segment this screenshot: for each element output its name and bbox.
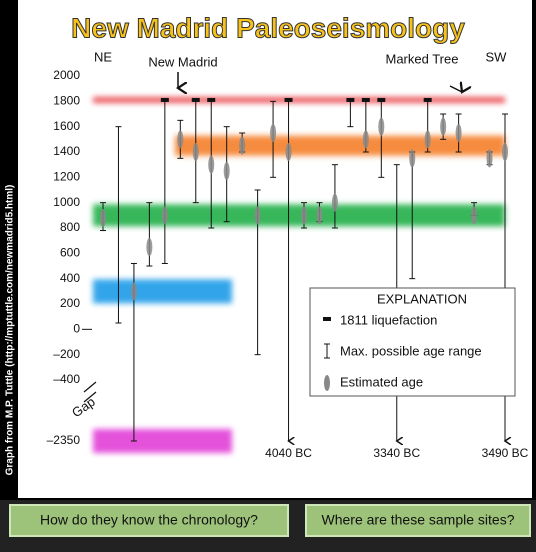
estimated-age <box>146 238 153 256</box>
liquefaction-marker <box>191 97 200 102</box>
y-tick-label: 1400 <box>53 144 80 158</box>
estimated-age <box>177 130 184 149</box>
liquefaction-marker <box>160 97 169 102</box>
y-tick-label: 1800 <box>53 94 80 108</box>
estimated-age <box>285 143 292 161</box>
range-label: 3490 BC <box>482 446 529 460</box>
y-tick-label: –400 <box>53 372 80 386</box>
event-band <box>175 135 505 156</box>
estimated-age <box>331 193 338 212</box>
y-tick-label: 1000 <box>53 195 80 209</box>
range-label: 3340 BC <box>373 446 420 460</box>
estimated-age <box>316 206 323 225</box>
estimated-age <box>161 206 168 225</box>
legend-box <box>309 287 516 397</box>
event-band <box>93 204 505 227</box>
annotation: Marked Tree <box>386 51 459 66</box>
estimated-age <box>502 143 508 161</box>
estimated-age <box>378 117 385 136</box>
event-band <box>93 279 232 304</box>
estimated-age <box>362 130 369 149</box>
estimated-age <box>424 130 431 149</box>
estimated-age <box>440 117 447 136</box>
legend-title: EXPLANATION <box>377 291 467 306</box>
event-band <box>93 96 505 103</box>
estimated-age <box>239 136 246 155</box>
liquefaction-marker <box>207 97 216 102</box>
legend-item: 1811 liquefaction <box>340 312 437 327</box>
legend-swatch <box>323 317 331 321</box>
legend-item: Max. possible age range <box>340 343 482 358</box>
y-tick-label: 400 <box>60 271 80 285</box>
liquefaction-marker <box>346 97 355 102</box>
credit: Graph from M.P. Tuttle (http://mptuttle.… <box>5 185 16 476</box>
button-label[interactable]: Where are these sample sites? <box>322 512 515 528</box>
button[interactable]: How do they know the chronology? <box>9 504 289 537</box>
legend-swatch <box>324 375 330 391</box>
y-tick-label: 1200 <box>53 170 80 184</box>
estimated-age <box>254 206 261 225</box>
liquefaction-marker <box>361 97 370 102</box>
estimated-age <box>471 206 478 225</box>
y-tick-label: 0 <box>73 322 80 336</box>
chart-title: New Madrid Paleoseismology <box>71 12 465 43</box>
chart-area <box>18 0 532 498</box>
y-tick-label: 600 <box>60 246 80 260</box>
y-tick-label: 1600 <box>53 119 80 133</box>
button[interactable]: Where are these sample sites? <box>305 504 531 537</box>
estimated-age <box>270 124 277 142</box>
estimated-age <box>409 149 416 168</box>
estimated-age <box>130 282 137 301</box>
liquefaction-marker <box>423 97 432 102</box>
range-label: 4040 BC <box>265 446 312 460</box>
button-label[interactable]: How do they know the chronology? <box>40 512 258 528</box>
estimated-age <box>223 162 230 180</box>
estimated-age <box>208 155 215 174</box>
sw-label: SW <box>486 49 508 64</box>
liquefaction-marker <box>377 97 386 102</box>
legend-swatch <box>324 343 330 359</box>
axis-break <box>83 381 97 403</box>
estimated-age <box>486 149 493 168</box>
estimated-age <box>455 124 462 142</box>
y-tick-label: –2350 <box>47 433 81 447</box>
ne-label: NE <box>94 49 112 64</box>
liquefaction-marker <box>284 97 293 102</box>
y-tick-label: –200 <box>53 347 80 361</box>
estimated-age <box>301 206 307 225</box>
legend-item: Estimated age <box>340 374 423 389</box>
y-tick-label: 200 <box>60 296 80 310</box>
estimated-age <box>192 143 199 161</box>
legend: EXPLANATION 1811 liquefaction Max. possi… <box>309 287 516 397</box>
y-tick-label: 2000 <box>53 68 80 82</box>
annotation: New Madrid <box>148 54 217 69</box>
event-band <box>93 429 232 453</box>
arrow <box>449 86 462 92</box>
plot: 2000180016001400120010008006004002000–20… <box>47 68 529 460</box>
estimated-age <box>100 208 106 227</box>
y-tick-label: 800 <box>60 220 80 234</box>
